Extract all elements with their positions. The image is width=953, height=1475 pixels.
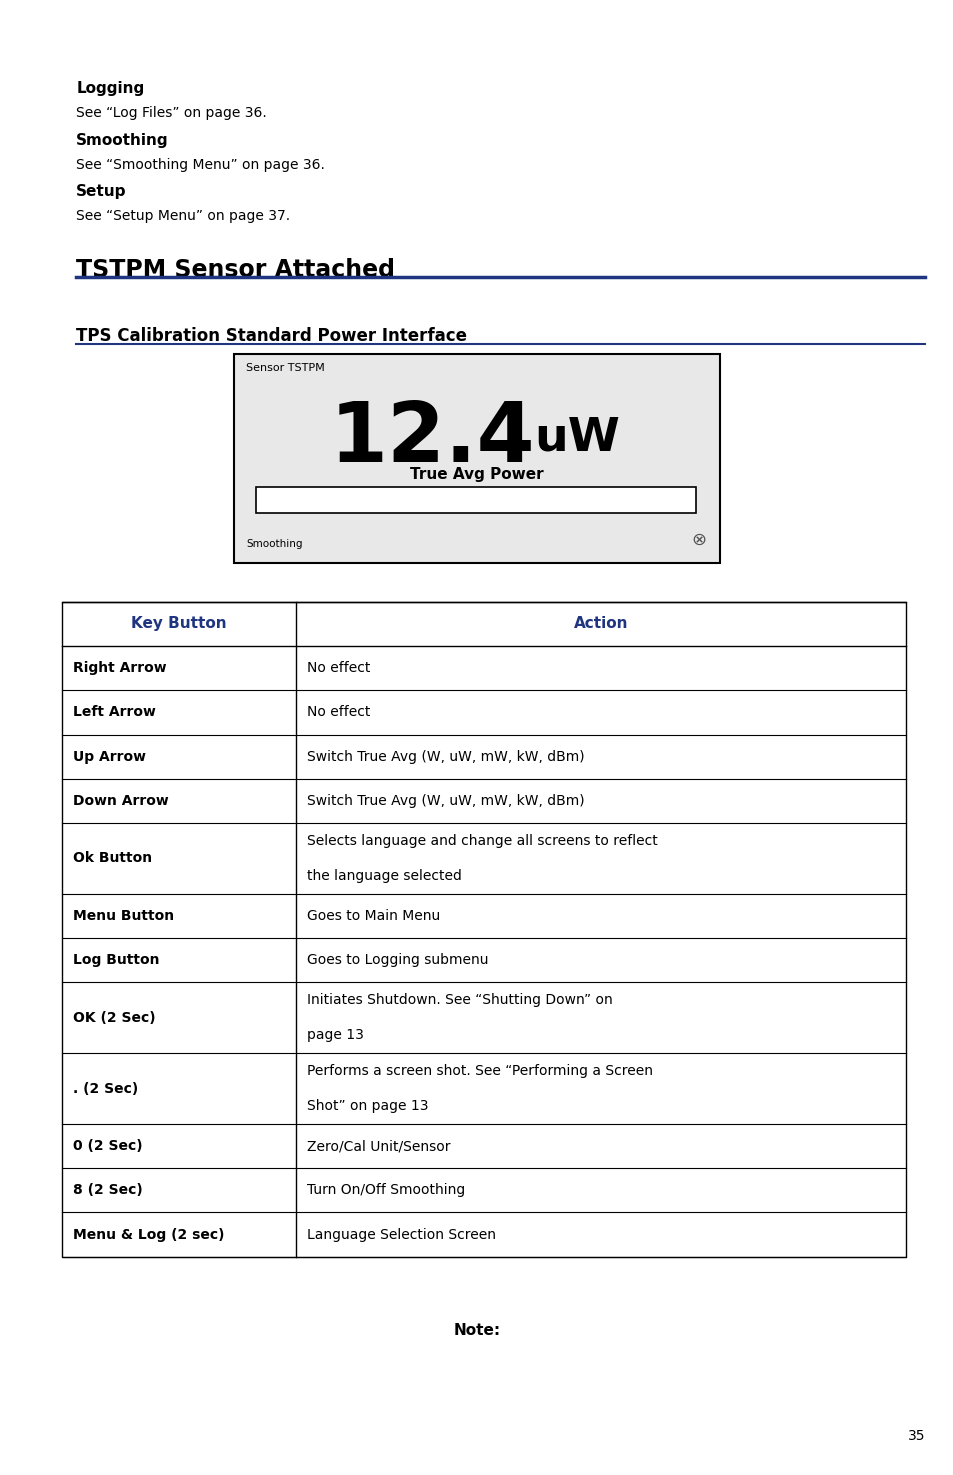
Text: See “Setup Menu” on page 37.: See “Setup Menu” on page 37.: [76, 209, 290, 223]
Text: Menu Button: Menu Button: [73, 909, 174, 923]
Text: Initiates Shutdown. See “Shutting Down” on: Initiates Shutdown. See “Shutting Down” …: [307, 993, 612, 1007]
Text: uW: uW: [534, 416, 619, 462]
Text: Smoothing: Smoothing: [76, 133, 169, 148]
Text: . (2 Sec): . (2 Sec): [73, 1081, 138, 1096]
Text: Up Arrow: Up Arrow: [73, 749, 147, 764]
Text: No effect: No effect: [307, 661, 370, 676]
Text: True Avg Power: True Avg Power: [410, 468, 543, 482]
Text: Ok Button: Ok Button: [73, 851, 152, 866]
Text: No effect: No effect: [307, 705, 370, 720]
Text: Switch True Avg (W, uW, mW, kW, dBm): Switch True Avg (W, uW, mW, kW, dBm): [307, 794, 584, 808]
Text: Switch True Avg (W, uW, mW, kW, dBm): Switch True Avg (W, uW, mW, kW, dBm): [307, 749, 584, 764]
Text: the language selected: the language selected: [307, 869, 461, 884]
Text: Zero/Cal Unit/Sensor: Zero/Cal Unit/Sensor: [307, 1139, 450, 1153]
Text: ⊗: ⊗: [691, 531, 706, 549]
FancyBboxPatch shape: [233, 354, 720, 563]
Text: TSTPM Sensor Attached: TSTPM Sensor Attached: [76, 258, 395, 282]
Text: 0 (2 Sec): 0 (2 Sec): [73, 1139, 143, 1153]
Text: Left Arrow: Left Arrow: [73, 705, 156, 720]
Text: 8 (2 Sec): 8 (2 Sec): [73, 1183, 143, 1198]
Text: Key Button: Key Button: [131, 617, 227, 631]
Text: Turn On/Off Smoothing: Turn On/Off Smoothing: [307, 1183, 465, 1198]
Text: Note:: Note:: [453, 1323, 500, 1338]
Text: Logging: Logging: [76, 81, 145, 96]
Text: Shot” on page 13: Shot” on page 13: [307, 1099, 428, 1114]
Text: Goes to Logging submenu: Goes to Logging submenu: [307, 953, 488, 968]
Text: Right Arrow: Right Arrow: [73, 661, 167, 676]
Text: Selects language and change all screens to reflect: Selects language and change all screens …: [307, 833, 658, 848]
Text: See “Smoothing Menu” on page 36.: See “Smoothing Menu” on page 36.: [76, 158, 325, 171]
Text: Down Arrow: Down Arrow: [73, 794, 169, 808]
Text: See “Log Files” on page 36.: See “Log Files” on page 36.: [76, 106, 267, 119]
Bar: [255, 487, 696, 513]
Text: OK (2 Sec): OK (2 Sec): [73, 1010, 156, 1025]
Text: Smoothing: Smoothing: [246, 538, 302, 549]
Bar: [62, 602, 905, 1257]
Text: Goes to Main Menu: Goes to Main Menu: [307, 909, 440, 923]
Text: page 13: page 13: [307, 1028, 364, 1043]
Text: Action: Action: [573, 617, 628, 631]
Text: Performs a screen shot. See “Performing a Screen: Performs a screen shot. See “Performing …: [307, 1063, 653, 1078]
Text: Setup: Setup: [76, 184, 127, 199]
Text: Menu & Log (2 sec): Menu & Log (2 sec): [73, 1227, 225, 1242]
Text: TPS Calibration Standard Power Interface: TPS Calibration Standard Power Interface: [76, 327, 467, 345]
Text: Log Button: Log Button: [73, 953, 160, 968]
Text: 35: 35: [907, 1429, 924, 1443]
Text: 12.4: 12.4: [329, 398, 535, 479]
Text: Sensor TSTPM: Sensor TSTPM: [246, 363, 325, 373]
Text: Language Selection Screen: Language Selection Screen: [307, 1227, 496, 1242]
